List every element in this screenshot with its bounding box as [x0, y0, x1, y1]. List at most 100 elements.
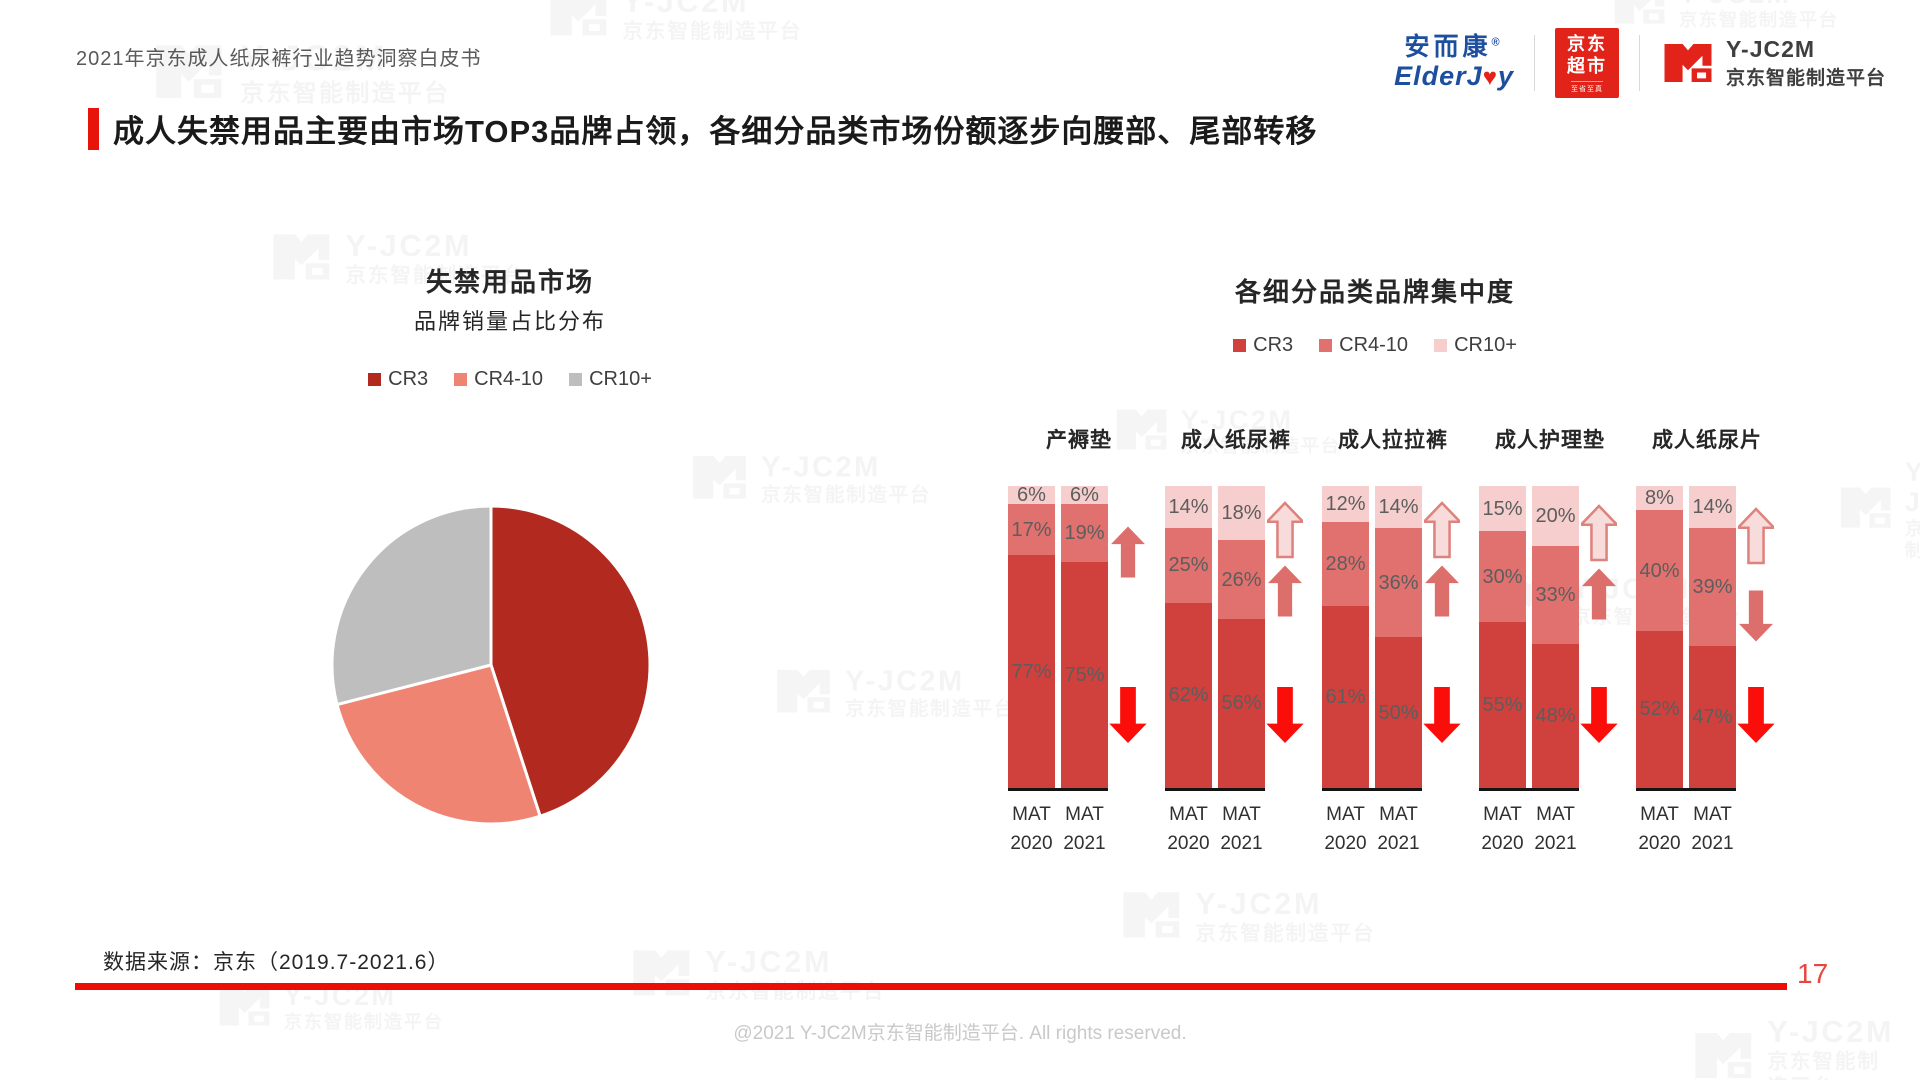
x-label-line1: MAT: [1326, 804, 1365, 825]
legend-item: CR3: [368, 368, 428, 391]
bar-segment-CR4-10: 33%: [1532, 545, 1579, 645]
trend-arrow-column: [1420, 486, 1463, 791]
bar-segment-CR3: 75%: [1061, 561, 1108, 788]
bar-segment-CR3: 62%: [1165, 602, 1212, 788]
bar-value-label: 8%: [1645, 487, 1674, 510]
bar-chart-legend: CR3 CR4-10 CR10+: [1105, 334, 1645, 357]
bar-segment-CR10+: 6%: [1061, 484, 1108, 507]
bar-value-label: 30%: [1482, 565, 1523, 588]
legend-item: CR10+: [1434, 334, 1517, 357]
page-title-row: 成人失禁用品主要由市场TOP3品牌占领，各细分品类市场份额逐步向腰部、尾部转移: [88, 106, 1317, 151]
x-label-line1: MAT: [1169, 804, 1208, 825]
legend-item: CR4-10: [454, 368, 543, 391]
trend-arrow-up-icon: [1424, 565, 1459, 617]
elderjoy-en-suffix: y: [1497, 60, 1514, 91]
legend-marker: [1233, 339, 1247, 352]
footer-accent-line: [75, 983, 1787, 990]
bar-segment-CR4-10: 40%: [1636, 510, 1683, 631]
bar-value-label: 75%: [1064, 663, 1105, 686]
bar-value-label: 19%: [1064, 521, 1105, 544]
bar-value-label: 25%: [1168, 554, 1209, 577]
bar-value-label: 14%: [1378, 496, 1419, 519]
page-number: 17: [1797, 958, 1829, 989]
legend-label: CR10+: [589, 368, 652, 390]
yjc2m-logo: Y-JC2M 京东智能制造平台: [1660, 36, 1886, 90]
bar-value-label: 47%: [1692, 706, 1733, 729]
legend-label: CR3: [388, 368, 429, 390]
trend-arrow-up-icon: [1420, 501, 1463, 559]
x-label-line1: MAT: [1693, 804, 1732, 825]
trend-arrow-up-icon: [1267, 565, 1302, 617]
bar-value-label: 55%: [1482, 693, 1523, 716]
bar-value-label: 36%: [1378, 571, 1419, 594]
bar-segment-CR3: 77%: [1008, 555, 1055, 788]
bar-value-label: 6%: [1070, 484, 1099, 507]
bar-segment-CR10+: 18%: [1218, 486, 1265, 541]
bar-value-label: 20%: [1535, 504, 1576, 527]
legend-item: CR3: [1233, 334, 1293, 357]
category-label: 成人纸尿片: [1652, 429, 1762, 452]
x-label-line2: 2020: [1010, 832, 1053, 854]
bar-segment-CR3: 48%: [1532, 644, 1579, 788]
bar-chart-groups: 产褥垫 77% 17% 6% 75% 19% 6% MAT 2020 MAT 2021 成人纸尿裤 62…: [1008, 424, 1783, 858]
bar-segment-CR10+: 14%: [1375, 486, 1422, 529]
bar-segment-CR3: 55%: [1479, 621, 1526, 788]
bar-group-2: 成人纸尿裤 62% 25% 14% 56% 26% 18% MAT 2020 MAT 2021: [1165, 424, 1307, 858]
bar-segment-CR3: 47%: [1689, 646, 1736, 788]
yjc2m-logo-icon: [1664, 44, 1712, 82]
bars-pair: 62% 25% 14% 56% 26% 18%: [1165, 486, 1265, 791]
x-label-line2: 2021: [1063, 832, 1106, 854]
data-source: 数据来源：京东（2019.7-2021.6）: [103, 951, 450, 974]
x-axis-labels: MAT 2020 MAT 2021: [1479, 801, 1621, 858]
pie-legend: CR3 CR4-10 CR10+: [250, 368, 770, 391]
x-label-line2: 2021: [1377, 832, 1420, 854]
header-logos: 安而康® ElderJ♥y 京东 超市 至省至真 Y-JC2M 京东智能制造平台: [1394, 28, 1886, 98]
x-label-line1: MAT: [1640, 804, 1679, 825]
trend-arrow-up-icon: [1110, 526, 1145, 578]
jd-supermarket-line2: 超市: [1566, 56, 1607, 76]
page-title: 成人失禁用品主要由市场TOP3品牌占领，各细分品类市场份额逐步向腰部、尾部转移: [113, 114, 1318, 149]
pie-slice-CR4-10: [335, 663, 542, 826]
trend-arrow-down-icon: [1422, 687, 1461, 744]
x-label-line2: 2021: [1534, 832, 1577, 854]
legend-marker: [1319, 339, 1333, 352]
x-label-line2: 2021: [1220, 832, 1263, 854]
title-accent-bar: [88, 107, 99, 150]
logo-divider: [1533, 35, 1535, 91]
x-axis-label: MAT 2021: [1689, 801, 1736, 858]
pie-chart-title: 失禁用品市场: [425, 267, 594, 297]
x-label-line1: MAT: [1012, 804, 1051, 825]
bar-segment-CR4-10: 26%: [1218, 540, 1265, 619]
stacked-bar: 50% 36% 14%: [1375, 486, 1422, 788]
elderjoy-cn-name: 安而康®: [1405, 34, 1504, 62]
x-axis-label: MAT 2021: [1061, 801, 1108, 858]
trend-arrow-column: [1577, 486, 1620, 791]
bar-segment-CR10+: 12%: [1322, 486, 1369, 522]
x-axis-label: MAT 2020: [1165, 801, 1212, 858]
x-label-line2: 2020: [1481, 832, 1524, 854]
bar-value-label: 18%: [1221, 502, 1262, 525]
bar-group-5: 成人纸尿片 52% 40% 8% 47% 39% 14% MAT 2020 MAT 2021: [1636, 424, 1778, 858]
yjc2m-logo-text: Y-JC2M 京东智能制造平台: [1726, 36, 1886, 90]
bar-plot-area: 61% 28% 12% 50% 36% 14%: [1322, 486, 1464, 791]
document-title: 2021年京东成人纸尿裤行业趋势洞察白皮书: [76, 48, 482, 70]
logo-divider: [1638, 35, 1640, 91]
x-axis-label: MAT 2020: [1636, 801, 1683, 858]
elderjoy-logo: 安而康® ElderJ♥y: [1394, 34, 1514, 91]
bars-pair: 55% 30% 15% 48% 33% 20%: [1479, 486, 1579, 791]
pie-chart: [330, 504, 652, 826]
bar-value-label: 15%: [1482, 497, 1523, 520]
bar-segment-CR10+: 14%: [1689, 486, 1736, 529]
pie-slice-CR10+: [330, 504, 493, 707]
pie-slice-CR3: [489, 504, 652, 818]
bar-value-label: 6%: [1017, 484, 1046, 507]
bar-segment-CR4-10: 17%: [1008, 504, 1055, 556]
bar-segment-CR10+: 15%: [1479, 486, 1526, 532]
stacked-bar: 75% 19% 6%: [1061, 484, 1108, 788]
registered-trademark-icon: ®: [1491, 37, 1504, 50]
bar-plot-area: 52% 40% 8% 47% 39% 14%: [1636, 486, 1778, 791]
bar-plot-area: 62% 25% 14% 56% 26% 18%: [1165, 486, 1307, 791]
legend-marker: [1434, 339, 1448, 352]
bar-group-1: 产褥垫 77% 17% 6% 75% 19% 6% MAT 2020 MAT 2021: [1008, 424, 1150, 858]
